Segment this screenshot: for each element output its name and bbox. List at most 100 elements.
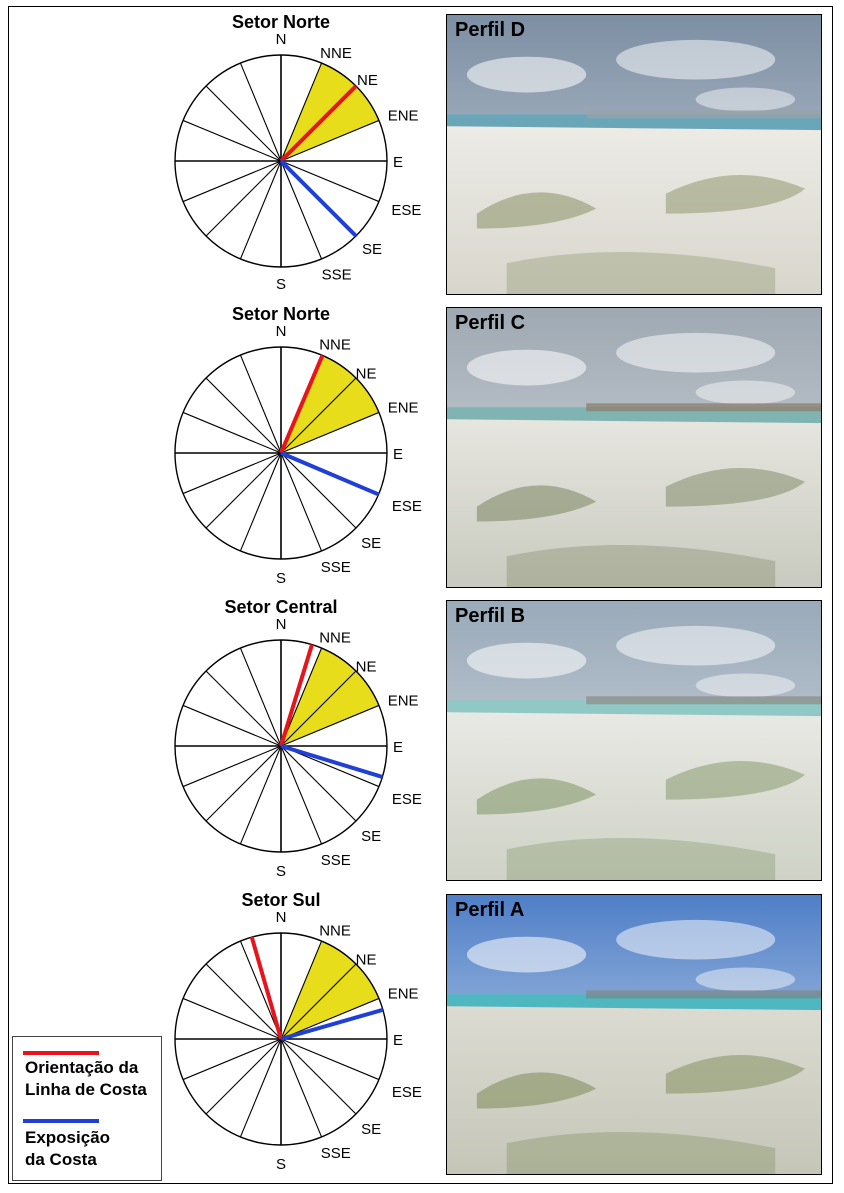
beach-photo: Perfil A	[446, 894, 822, 1175]
compass-spoke	[280, 963, 357, 1040]
direction-label-sse: SSE	[321, 852, 351, 869]
compass-spoke	[239, 62, 282, 162]
legend-exposure-label: Exposição da Costa	[25, 1127, 110, 1171]
direction-label-n: N	[276, 323, 287, 340]
direction-label-sse: SSE	[321, 559, 351, 576]
figure-frame	[8, 6, 833, 1184]
direction-label-e: E	[393, 739, 403, 756]
compass-spoke	[280, 160, 323, 260]
compass-spoke	[182, 452, 282, 495]
compass-rose: Setor Central N NNE NE ENE E ESE SE SSE S	[160, 593, 430, 886]
compass-spoke	[182, 704, 282, 747]
panel-3: Setor Central N NNE NE ENE E ESE SE SSE S	[0, 593, 844, 886]
sector-title: Setor Norte	[232, 12, 330, 32]
coast-exposure-line	[279, 159, 358, 238]
direction-label-ene: ENE	[388, 107, 419, 124]
photo-label: Perfil C	[455, 312, 526, 334]
direction-label-e: E	[393, 154, 403, 171]
coast-orientation-line	[279, 84, 358, 163]
direction-label-se: SE	[362, 241, 382, 258]
compass-spoke	[182, 997, 282, 1040]
compass-spoke	[182, 1038, 282, 1081]
compass-spoke	[205, 963, 282, 1040]
direction-label-ne: NE	[356, 658, 377, 675]
coast-orientation-line	[249, 936, 283, 1040]
compass-spoke	[182, 160, 282, 203]
coast-orientation-line	[279, 644, 314, 747]
direction-label-n: N	[276, 909, 287, 926]
legend: Orientação da Linha de Costa Exposição d…	[12, 1036, 162, 1181]
compass-spoke	[280, 411, 380, 454]
coast-orientation-line	[279, 354, 325, 454]
photo-label: Perfil B	[455, 605, 526, 627]
coast-exposure-line	[280, 1007, 384, 1041]
compass-spoke	[182, 411, 282, 454]
coast-exposure-line	[280, 744, 383, 779]
photo-label: Perfil D	[455, 19, 526, 41]
compass-spoke	[280, 160, 380, 203]
direction-label-nne: NNE	[319, 630, 351, 647]
compass-spoke	[239, 1038, 282, 1138]
compass-spoke	[280, 1038, 357, 1115]
direction-label-ne: NE	[357, 72, 378, 89]
direction-label-n: N	[276, 616, 287, 633]
compass-spoke	[280, 940, 323, 1040]
direction-label-nne: NNE	[319, 923, 351, 940]
compass-spoke	[182, 745, 282, 788]
compass-rose: Setor Sul N NNE NE ENE E ESE SE SSE S	[160, 886, 430, 1179]
beach-photo: Perfil C	[446, 307, 822, 588]
compass-spoke	[280, 62, 323, 162]
compass-spoke	[280, 1038, 323, 1138]
direction-label-sse: SSE	[321, 1145, 351, 1162]
direction-label-ne: NE	[356, 951, 377, 968]
compass-spoke	[205, 670, 282, 747]
panel-1: Setor Norte N NNE NE ENE E ESE SE SSE S	[0, 8, 844, 301]
compass-spoke	[239, 354, 282, 454]
direction-label-ese: ESE	[392, 791, 422, 808]
direction-label-n: N	[276, 31, 287, 48]
legend-orientation-swatch	[23, 1051, 99, 1055]
direction-label-ene: ENE	[388, 985, 419, 1002]
compass-spoke	[205, 452, 282, 529]
compass-spoke	[239, 160, 282, 260]
direction-label-sse: SSE	[322, 267, 352, 284]
direction-label-e: E	[393, 1032, 403, 1049]
compass-rose: Setor Norte N NNE NE ENE E ESE SE SSE S	[160, 8, 430, 301]
direction-label-ese: ESE	[392, 1084, 422, 1101]
compass-rose: Setor Norte N NNE NE ENE E ESE SE SSE S	[160, 300, 430, 593]
sector-title: Setor Sul	[241, 890, 320, 910]
beach-photo-image	[447, 308, 821, 587]
compass-spoke	[280, 745, 357, 822]
compass-spoke	[205, 745, 282, 822]
direction-label-s: S	[276, 570, 286, 587]
direction-label-ne: NE	[356, 365, 377, 382]
sector-title: Setor Norte	[232, 304, 330, 324]
photo-label: Perfil A	[455, 899, 525, 921]
direction-label-ene: ENE	[388, 399, 419, 416]
direction-label-nne: NNE	[320, 45, 352, 62]
direction-label-s: S	[276, 863, 286, 880]
compass-spoke	[239, 745, 282, 845]
legend-exposure-line2: da Costa	[25, 1150, 97, 1169]
direction-label-ene: ENE	[388, 692, 419, 709]
direction-label-s: S	[276, 276, 286, 293]
direction-label-ese: ESE	[391, 202, 421, 219]
compass-spoke	[205, 1038, 282, 1115]
beach-photo-image	[447, 15, 821, 294]
compass-spoke	[280, 670, 357, 747]
direction-label-e: E	[393, 446, 403, 463]
compass-spoke	[239, 452, 282, 552]
coast-exposure-line	[280, 451, 380, 497]
legend-exposure-swatch	[23, 1119, 99, 1123]
direction-label-se: SE	[361, 1121, 381, 1138]
direction-label-se: SE	[361, 535, 381, 552]
compass-spoke	[280, 745, 323, 845]
beach-photo-image	[447, 895, 821, 1174]
beach-photo-image	[447, 601, 821, 880]
legend-orientation-line1: Orientação da	[25, 1058, 139, 1077]
compass-spoke	[280, 452, 357, 529]
compass-spoke	[280, 704, 380, 747]
panel-2: Setor Norte N NNE NE ENE E ESE SE SSE S	[0, 300, 844, 593]
